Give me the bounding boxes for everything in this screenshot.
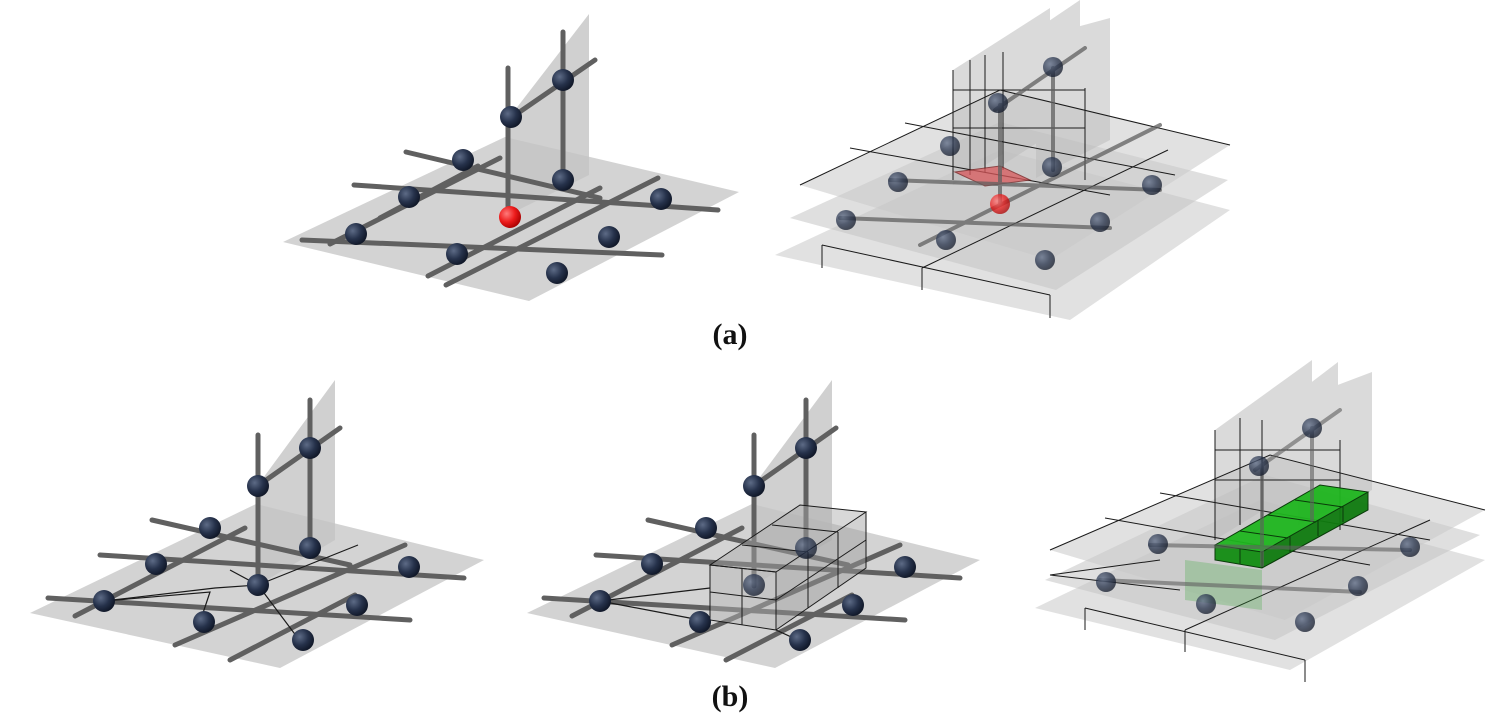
node <box>552 169 574 191</box>
node <box>345 223 367 245</box>
node <box>888 172 908 192</box>
panel-b-right <box>1035 360 1486 682</box>
lattice-nodes <box>1096 418 1420 632</box>
highlight-node <box>990 194 1010 214</box>
node <box>552 69 574 91</box>
transparent-box <box>708 504 868 631</box>
node <box>743 475 765 497</box>
node <box>1043 57 1063 77</box>
lattice-nodes <box>345 69 672 284</box>
node <box>1249 456 1269 476</box>
node <box>641 553 663 575</box>
vertical-plane <box>508 14 589 215</box>
node <box>598 226 620 248</box>
lattice-nodes <box>589 437 916 651</box>
node <box>452 149 474 171</box>
node <box>299 437 321 459</box>
node <box>1096 572 1116 592</box>
node <box>695 517 717 539</box>
lattice-rods <box>1098 408 1412 594</box>
vertical-plane <box>754 380 832 585</box>
lattice-nodes <box>93 437 420 651</box>
panel-a-left <box>283 14 739 301</box>
box-top <box>710 505 866 572</box>
node <box>199 517 221 539</box>
node <box>1400 537 1420 557</box>
node <box>940 136 960 156</box>
node <box>836 210 856 230</box>
node <box>743 574 765 596</box>
panel-b-middle <box>527 380 980 668</box>
node <box>299 537 321 559</box>
node <box>650 188 672 210</box>
node <box>93 590 115 612</box>
node <box>894 556 916 578</box>
vertical-plane <box>258 380 335 585</box>
node <box>145 553 167 575</box>
node <box>1348 576 1368 596</box>
highlight-node <box>499 206 521 228</box>
box-front <box>710 565 776 630</box>
node <box>795 437 817 459</box>
node <box>1302 418 1322 438</box>
node <box>1090 212 1110 232</box>
lattice-nodes <box>836 57 1162 270</box>
caption-b: (b) <box>711 680 749 713</box>
node <box>1042 157 1062 177</box>
node <box>398 186 420 208</box>
node <box>1142 175 1162 195</box>
node <box>842 594 864 616</box>
node <box>247 574 269 596</box>
node <box>936 230 956 250</box>
node <box>1295 612 1315 632</box>
node <box>1035 250 1055 270</box>
caption-a: (a) <box>712 318 748 351</box>
node <box>193 611 215 633</box>
node <box>247 475 269 497</box>
node <box>988 93 1008 113</box>
node <box>446 243 468 265</box>
node <box>546 262 568 284</box>
node <box>1196 594 1216 614</box>
node <box>346 594 368 616</box>
node <box>292 629 314 651</box>
panel-a-right <box>775 0 1231 320</box>
node <box>1148 534 1168 554</box>
node <box>795 537 817 559</box>
node <box>689 611 711 633</box>
panel-b-left <box>30 380 484 668</box>
node <box>398 556 420 578</box>
box-side <box>776 512 866 630</box>
node <box>789 629 811 651</box>
node <box>589 590 611 612</box>
node <box>500 106 522 128</box>
lattice-rods <box>838 46 1162 247</box>
